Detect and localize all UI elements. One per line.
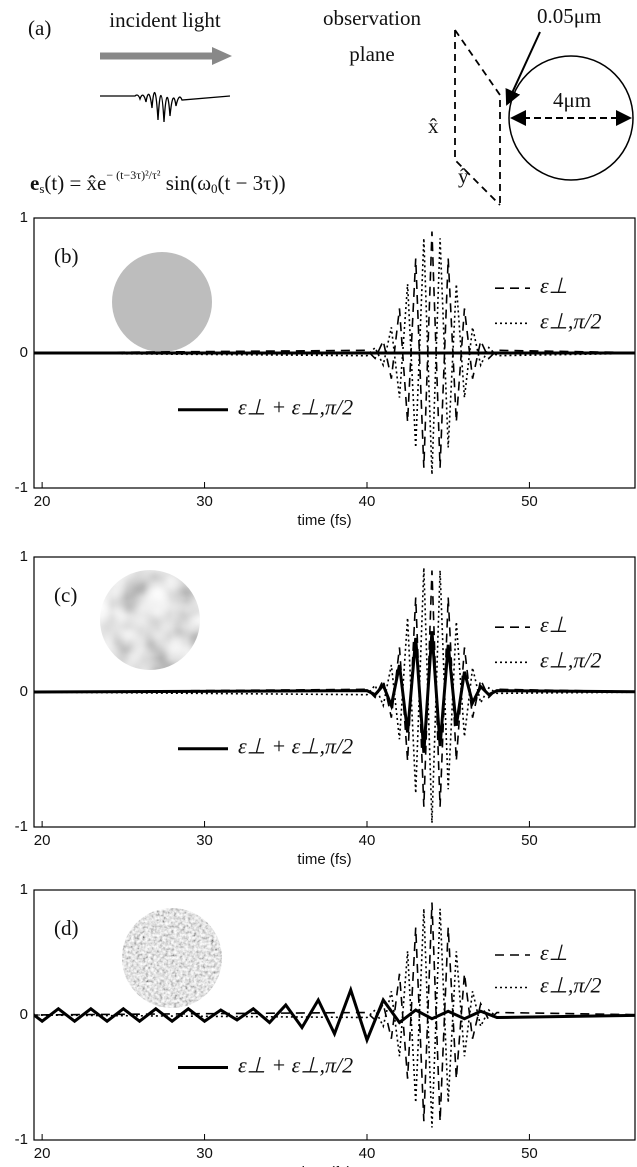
- inset-uniform: [112, 252, 212, 352]
- panel-a: (a) incident light es(t) = x̂e− (t−3τ)²/…: [28, 4, 634, 206]
- eq-part: (t) = x̂e: [44, 171, 106, 195]
- gap-label: 0.05μm: [537, 4, 601, 28]
- x-tick-label: 30: [196, 493, 213, 510]
- plane-label: observation: [323, 6, 421, 30]
- inset-speckle: [122, 908, 222, 1008]
- series-line: [34, 902, 635, 1122]
- panel-label: (b): [54, 244, 79, 268]
- x-axis-label: time (fs): [297, 512, 351, 529]
- chart: 20 30 40 50 -1 0 1 time (fs) (d) ε⊥ ε⊥,π/2 ε⊥ + ε⊥,…: [15, 881, 636, 1167]
- legend-label: ε⊥ + ε⊥,π/2: [238, 395, 353, 420]
- plane-label: plane: [349, 42, 394, 66]
- legend-label: ε⊥: [540, 940, 568, 965]
- series-line: [34, 631, 635, 753]
- series-line: [34, 570, 635, 807]
- chart: 20 30 40 50 -1 0 1 time (fs) (b) ε⊥ ε⊥,π/2 ε⊥ + ε⊥,…: [15, 209, 636, 529]
- panel-label: (d): [54, 916, 79, 940]
- x-hat: x̂: [428, 114, 439, 138]
- eq-part: (t − 3τ)): [218, 171, 286, 195]
- equation: es(t) = x̂e− (t−3τ)²/τ² sin(ω0(t − 3τ)): [30, 168, 286, 196]
- series-line: [34, 985, 635, 1045]
- eq-part: s: [39, 181, 44, 196]
- x-tick-label: 20: [34, 1145, 51, 1162]
- y-tick-label: 0: [20, 1006, 28, 1023]
- legend-label: ε⊥,π/2: [540, 308, 601, 333]
- panel-label: (c): [54, 583, 77, 607]
- y-tick-label: 1: [20, 881, 28, 898]
- y-tick-label: 0: [20, 683, 28, 700]
- legend-label: ε⊥,π/2: [540, 647, 601, 672]
- eq-part: − (t−3τ)²/τ²: [106, 168, 160, 182]
- y-tick-label: 1: [20, 548, 28, 565]
- x-tick-label: 30: [196, 1145, 213, 1162]
- x-tick-label: 50: [521, 1145, 538, 1162]
- series-line: [34, 567, 635, 823]
- eq-part: sin(ω: [160, 171, 211, 195]
- eq-part: 0: [211, 181, 218, 196]
- eq-part: e: [30, 171, 39, 195]
- y-tick-label: 0: [20, 344, 28, 361]
- incident-label: incident light: [109, 8, 221, 32]
- legend-label: ε⊥ + ε⊥,π/2: [238, 1053, 353, 1078]
- series-line: [34, 231, 635, 468]
- diameter-label: 4μm: [553, 88, 591, 112]
- series-line: [34, 908, 635, 1128]
- series-line: [34, 238, 635, 475]
- x-tick-label: 50: [521, 832, 538, 849]
- x-axis-label: time (fs): [297, 851, 351, 868]
- chart: 20 30 40 50 -1 0 1 time (fs) (c) ε⊥ ε⊥,π/2 ε⊥ + ε⊥,…: [15, 548, 636, 868]
- x-axis-label: time (fs): [297, 1164, 351, 1167]
- x-tick-label: 40: [359, 493, 376, 510]
- inset-rough: [100, 570, 200, 670]
- x-tick-label: 50: [521, 493, 538, 510]
- y-tick-label: -1: [15, 479, 28, 496]
- light-arrow-head: [212, 47, 232, 65]
- y-tick-label: -1: [15, 1131, 28, 1148]
- x-tick-label: 30: [196, 832, 213, 849]
- legend-label: ε⊥: [540, 273, 568, 298]
- plots: 20 30 40 50 -1 0 1 time (fs) (b) ε⊥ ε⊥,π/2 ε⊥ + ε⊥,…: [15, 209, 636, 1167]
- y-hat: ŷ: [458, 164, 469, 188]
- x-tick-label: 20: [34, 493, 51, 510]
- sphere: [508, 55, 634, 181]
- panel-label: (a): [28, 16, 51, 40]
- observation-plane: [454, 29, 501, 206]
- x-tick-label: 20: [34, 832, 51, 849]
- legend-label: ε⊥: [540, 612, 568, 637]
- gap-arrow: [505, 31, 541, 106]
- y-tick-label: 1: [20, 209, 28, 226]
- x-tick-label: 40: [359, 1145, 376, 1162]
- x-tick-label: 40: [359, 832, 376, 849]
- legend-label: ε⊥,π/2: [540, 973, 601, 998]
- y-tick-label: -1: [15, 818, 28, 835]
- wave-packet: [100, 92, 231, 123]
- legend-label: ε⊥ + ε⊥,π/2: [238, 734, 353, 759]
